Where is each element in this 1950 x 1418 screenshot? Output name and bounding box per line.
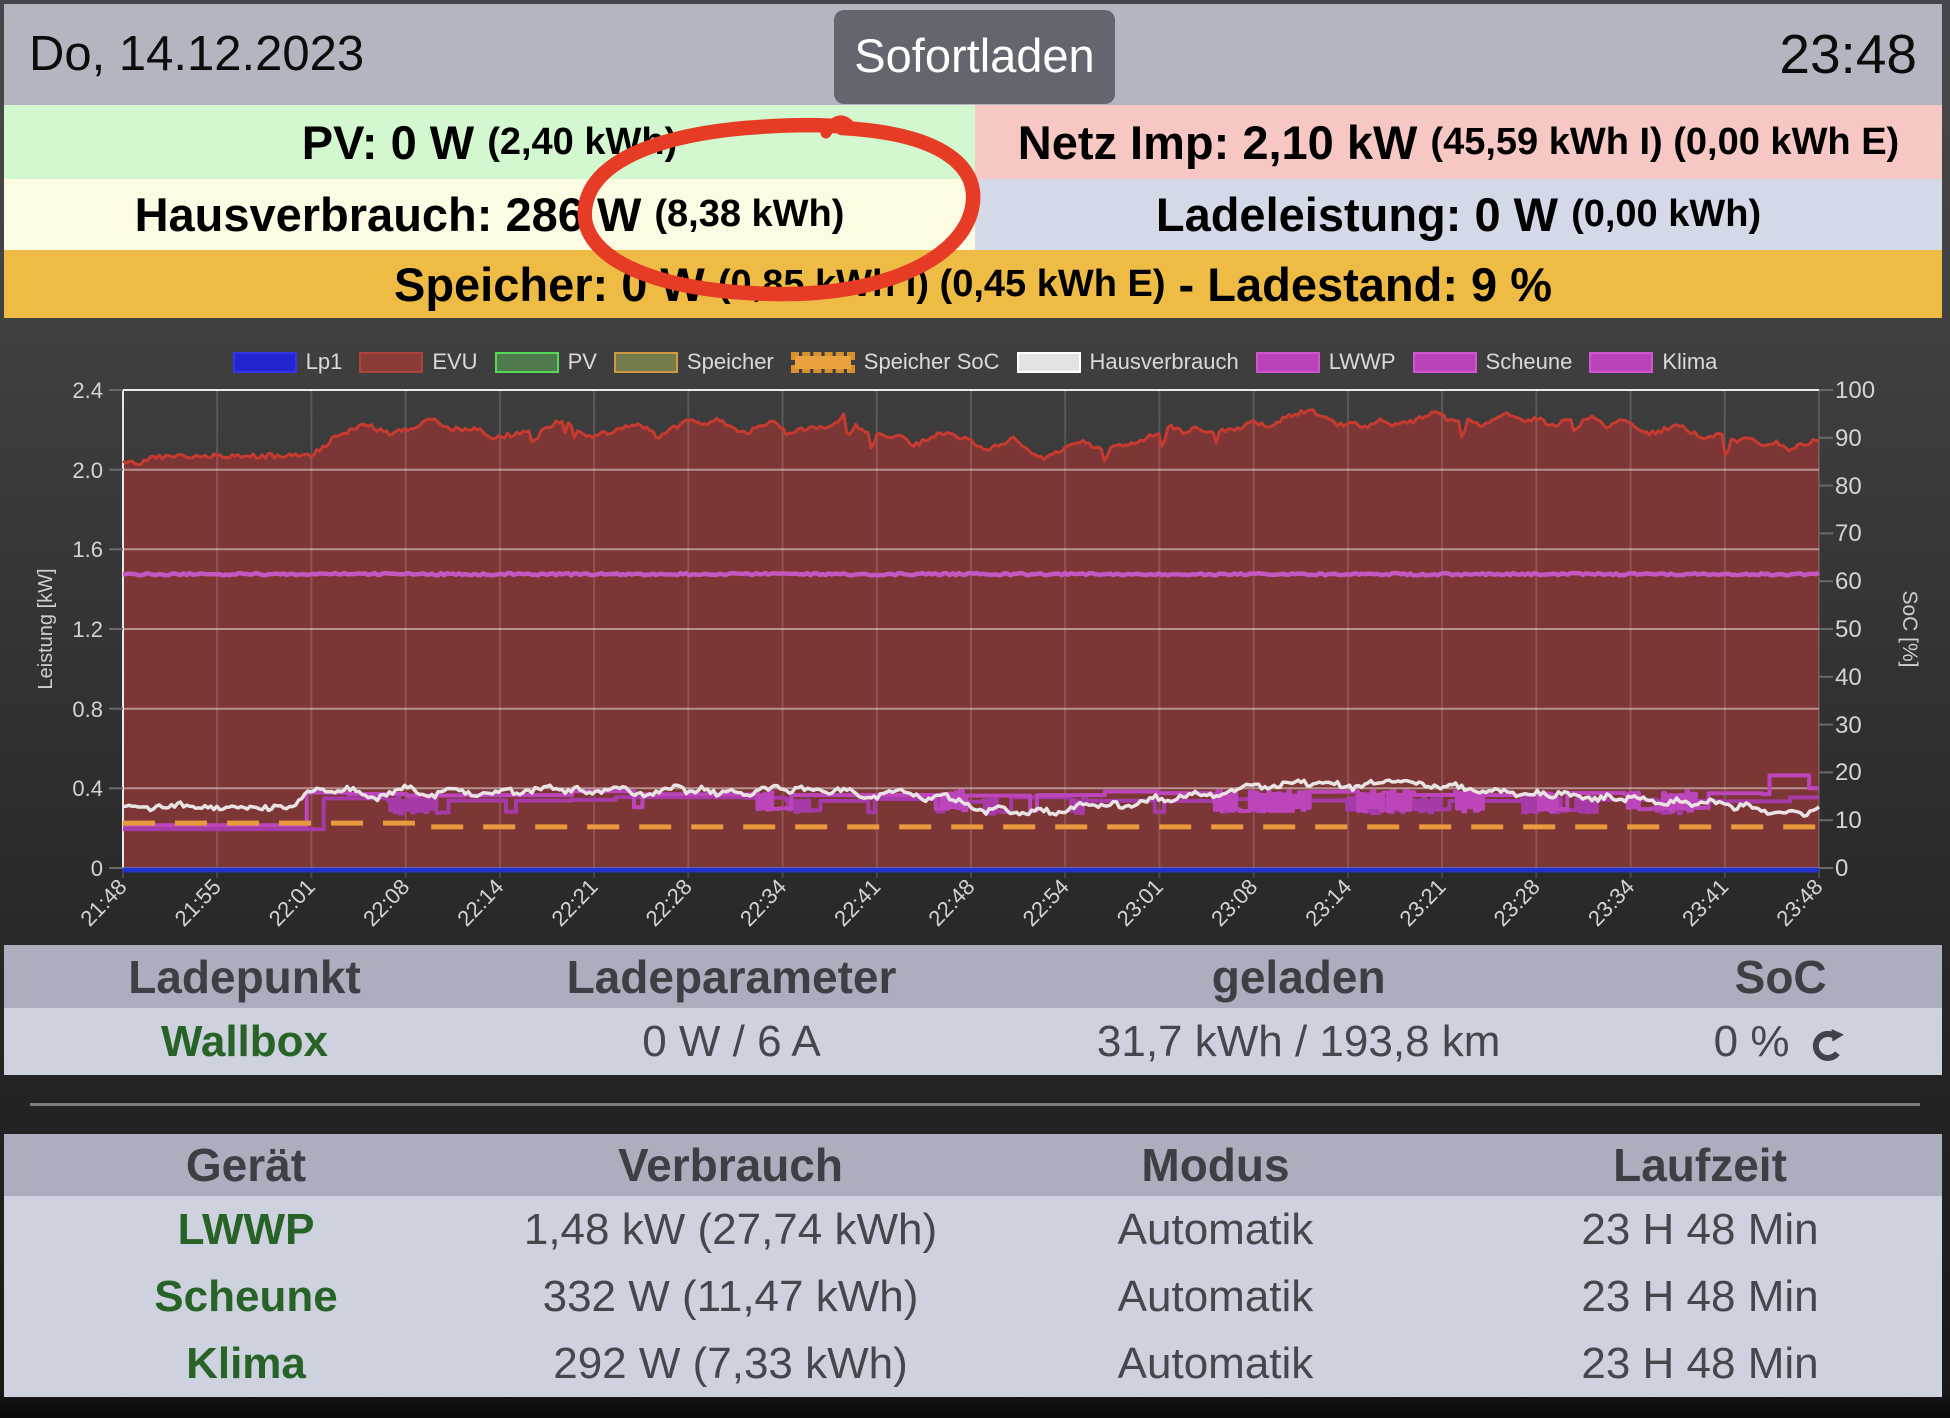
svg-text:80: 80 (1835, 473, 1862, 500)
svg-text:20: 20 (1835, 759, 1862, 786)
svg-text:SoC [%]: SoC [%] (1898, 590, 1921, 667)
svg-text:60: 60 (1835, 568, 1862, 595)
svg-text:10: 10 (1835, 807, 1862, 834)
svg-text:100: 100 (1835, 377, 1875, 404)
svg-text:1.6: 1.6 (72, 537, 103, 562)
svg-text:23:08: 23:08 (1206, 874, 1262, 931)
svg-text:23:34: 23:34 (1583, 874, 1639, 931)
svg-text:22:21: 22:21 (546, 874, 602, 931)
svg-text:50: 50 (1835, 616, 1862, 643)
svg-text:21:55: 21:55 (170, 874, 226, 931)
svg-text:23:14: 23:14 (1300, 874, 1356, 931)
svg-text:0.4: 0.4 (72, 776, 103, 801)
svg-text:22:08: 22:08 (358, 874, 414, 931)
svg-text:23:01: 23:01 (1112, 874, 1168, 931)
svg-text:22:48: 22:48 (923, 874, 979, 931)
svg-text:0.8: 0.8 (72, 697, 103, 722)
svg-text:1.2: 1.2 (72, 617, 103, 642)
svg-text:0: 0 (1835, 855, 1848, 882)
svg-text:22:14: 22:14 (452, 874, 508, 931)
svg-text:21:48: 21:48 (75, 874, 131, 931)
svg-text:70: 70 (1835, 520, 1862, 547)
svg-text:40: 40 (1835, 664, 1862, 691)
svg-text:Leistung [kW]: Leistung [kW] (35, 568, 57, 689)
svg-text:23:28: 23:28 (1489, 874, 1545, 931)
svg-text:23:21: 23:21 (1394, 874, 1450, 931)
svg-text:2.0: 2.0 (72, 458, 103, 483)
svg-text:22:34: 22:34 (735, 874, 791, 931)
svg-text:90: 90 (1835, 425, 1862, 452)
svg-text:22:01: 22:01 (264, 874, 320, 931)
svg-text:22:41: 22:41 (829, 874, 885, 931)
svg-text:23:48: 23:48 (1771, 874, 1827, 931)
svg-text:2.4: 2.4 (72, 378, 103, 403)
svg-text:0: 0 (91, 856, 103, 881)
svg-text:30: 30 (1835, 712, 1862, 739)
svg-text:22:54: 22:54 (1018, 874, 1074, 931)
svg-text:22:28: 22:28 (641, 874, 697, 931)
svg-text:23:41: 23:41 (1677, 874, 1733, 931)
